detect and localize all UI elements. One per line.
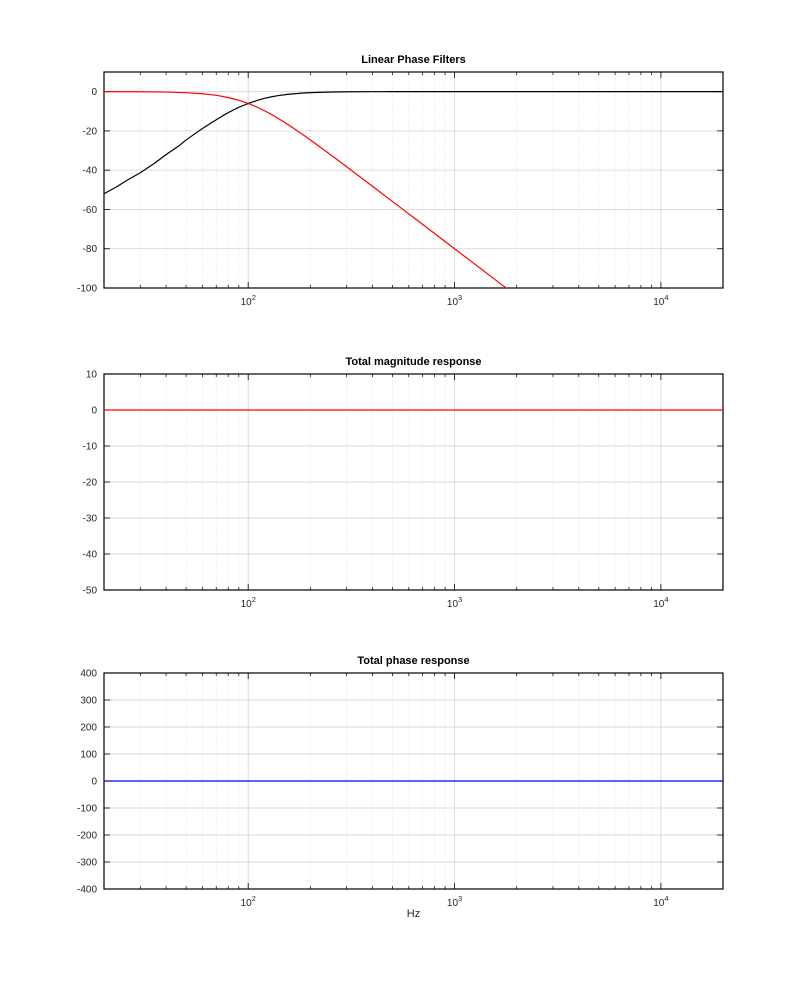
y-tick-label: -400 [77, 885, 97, 896]
plot-title: Linear Phase Filters [361, 54, 466, 66]
y-tick-label: -80 [83, 244, 98, 255]
axes-box [103, 71, 724, 289]
plot-title: Total phase response [357, 655, 469, 667]
x-tick-label: 103 [447, 595, 462, 610]
x-tick-label: 104 [653, 595, 668, 610]
y-tick-label: -40 [83, 550, 98, 561]
y-tick-label: 10 [86, 370, 98, 381]
highpass-curve [104, 91, 723, 195]
y-tick-label: 0 [91, 777, 97, 788]
x-tick-label: 102 [241, 293, 256, 308]
x-tick-label: 104 [653, 293, 668, 308]
y-tick-label: -50 [83, 586, 98, 597]
axes-box [103, 373, 724, 591]
plot-2: 10 0 -10 -20 -30 -40 -50 102 103 104 Total magnitu… [83, 356, 724, 610]
y-tick-label: -10 [83, 442, 98, 453]
y-tick-label: 0 [91, 87, 97, 98]
x-tick-label: 102 [241, 894, 256, 909]
y-tick-label: -30 [83, 514, 98, 525]
plot-3: 400 300 200 100 0 -100 -200 -300 -400 102 103 104 To… [77, 655, 724, 920]
x-axis-label: Hz [407, 908, 420, 920]
y-tick-label: 300 [80, 696, 97, 707]
x-tick-label: 104 [653, 894, 668, 909]
y-tick-label: -100 [77, 284, 97, 295]
x-tick-label: 103 [447, 894, 462, 909]
y-tick-label: 0 [91, 406, 97, 417]
plot-1: 0 -20 -40 -60 -80 -100 102 103 104 Linear Phase F… [77, 54, 724, 308]
x-tick-label: 103 [447, 293, 462, 308]
y-tick-label: 200 [80, 723, 97, 734]
y-tick-label: -20 [83, 478, 98, 489]
y-tick-label: 400 [80, 669, 97, 680]
y-tick-label: -200 [77, 831, 97, 842]
plot-title: Total magnitude response [345, 356, 481, 368]
x-tick-label: 102 [241, 595, 256, 610]
y-tick-label: 100 [80, 750, 97, 761]
y-tick-label: -300 [77, 858, 97, 869]
y-tick-label: -20 [83, 126, 98, 137]
y-tick-label: -100 [77, 804, 97, 815]
y-tick-label: -40 [83, 166, 98, 177]
y-tick-label: -60 [83, 205, 98, 216]
lowpass-curve [104, 91, 508, 288]
